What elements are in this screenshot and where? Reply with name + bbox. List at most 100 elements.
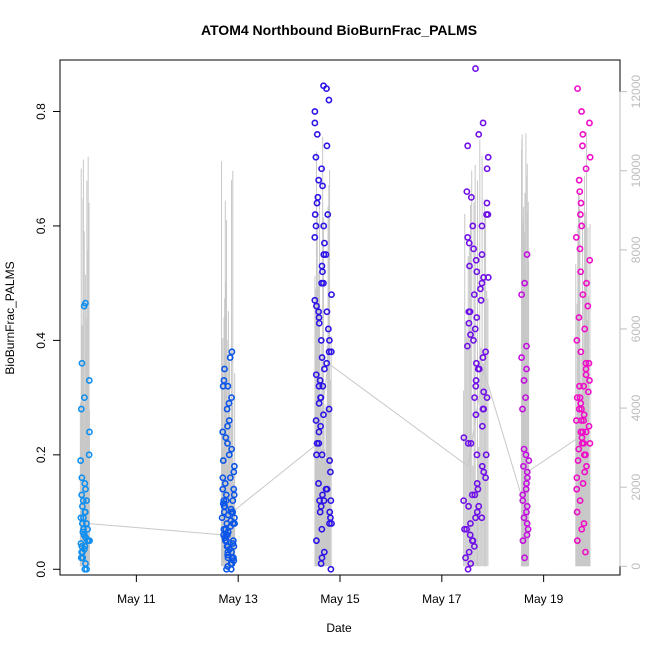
data-point (220, 497, 228, 505)
data-point (313, 130, 321, 138)
data-point (230, 485, 238, 493)
data-point (464, 142, 472, 150)
data-point (576, 497, 584, 505)
data-point (227, 508, 235, 516)
data-point (221, 480, 229, 487)
data-point (478, 462, 486, 470)
data-point (326, 468, 334, 476)
data-point (317, 502, 325, 510)
data-point (472, 411, 480, 419)
data-point (471, 325, 479, 333)
data-point (86, 428, 93, 436)
data-points (77, 65, 594, 573)
data-point (465, 502, 472, 510)
data-point (228, 394, 235, 402)
data-point (80, 394, 88, 402)
data-point (483, 165, 491, 173)
data-point (471, 394, 478, 402)
data-point (478, 222, 486, 230)
data-point (312, 417, 320, 424)
data-point (228, 348, 236, 356)
data-point (78, 359, 86, 367)
data-point (85, 451, 93, 459)
data-point (327, 514, 334, 522)
data-point (465, 319, 473, 327)
data-point (520, 377, 528, 384)
data-point (523, 251, 531, 258)
data-point (584, 302, 592, 310)
data-point (472, 382, 480, 390)
y2-tick-label: 12000 (629, 75, 643, 109)
data-point (80, 525, 87, 533)
data-point (473, 480, 481, 487)
data-point (573, 485, 581, 493)
data-point (323, 308, 331, 316)
data-point (575, 445, 583, 453)
data-point (586, 153, 594, 161)
data-point (482, 451, 490, 459)
data-point (572, 233, 580, 241)
data-point (577, 199, 585, 207)
data-point (479, 405, 487, 413)
data-point (226, 354, 234, 361)
data-point (466, 262, 473, 270)
data-point (318, 354, 326, 361)
data-point (480, 274, 488, 281)
data-point (522, 394, 529, 402)
data-point (317, 336, 325, 344)
data-point (84, 537, 91, 545)
x-tick-label: May 17 (422, 592, 462, 606)
data-point (311, 211, 319, 218)
data-point (82, 299, 89, 307)
data-point (221, 365, 228, 373)
data-point (580, 382, 588, 390)
data-point (573, 537, 581, 545)
data-point (575, 314, 583, 321)
data-point (219, 457, 227, 464)
data-point (230, 542, 238, 550)
data-point (317, 394, 324, 402)
data-point (220, 377, 228, 384)
data-point (83, 497, 90, 505)
data-point (229, 497, 237, 505)
data-point (314, 193, 322, 201)
data-point (579, 130, 587, 138)
data-point (318, 525, 326, 533)
data-point (574, 457, 582, 464)
data-point (472, 256, 480, 264)
data-point (465, 239, 473, 247)
data-point (231, 520, 238, 527)
data-point (585, 359, 593, 367)
data-point (523, 342, 530, 350)
data-point (460, 434, 468, 442)
data-point (323, 142, 331, 150)
data-point (315, 176, 323, 184)
data-point (312, 153, 320, 161)
data-point (221, 537, 229, 545)
data-point (315, 428, 323, 436)
data-point (311, 108, 319, 115)
data-point (463, 188, 471, 196)
data-point (318, 262, 326, 270)
data-point (320, 222, 328, 230)
data-point (464, 439, 472, 447)
data-point (522, 451, 530, 459)
data-point (470, 291, 478, 299)
data-point (219, 428, 227, 436)
altitude-trace (79, 131, 591, 567)
data-point (470, 542, 478, 550)
data-point (581, 325, 589, 333)
data-point (324, 211, 332, 218)
data-point (523, 365, 530, 373)
data-point (313, 199, 321, 207)
data-point (478, 514, 486, 522)
data-point (483, 211, 490, 218)
data-point (83, 520, 90, 527)
data-point (218, 514, 226, 522)
data-point (577, 211, 584, 218)
data-point (479, 119, 487, 127)
data-point (470, 336, 477, 344)
data-point (473, 314, 481, 321)
data-point (77, 457, 85, 464)
data-point (225, 417, 233, 424)
